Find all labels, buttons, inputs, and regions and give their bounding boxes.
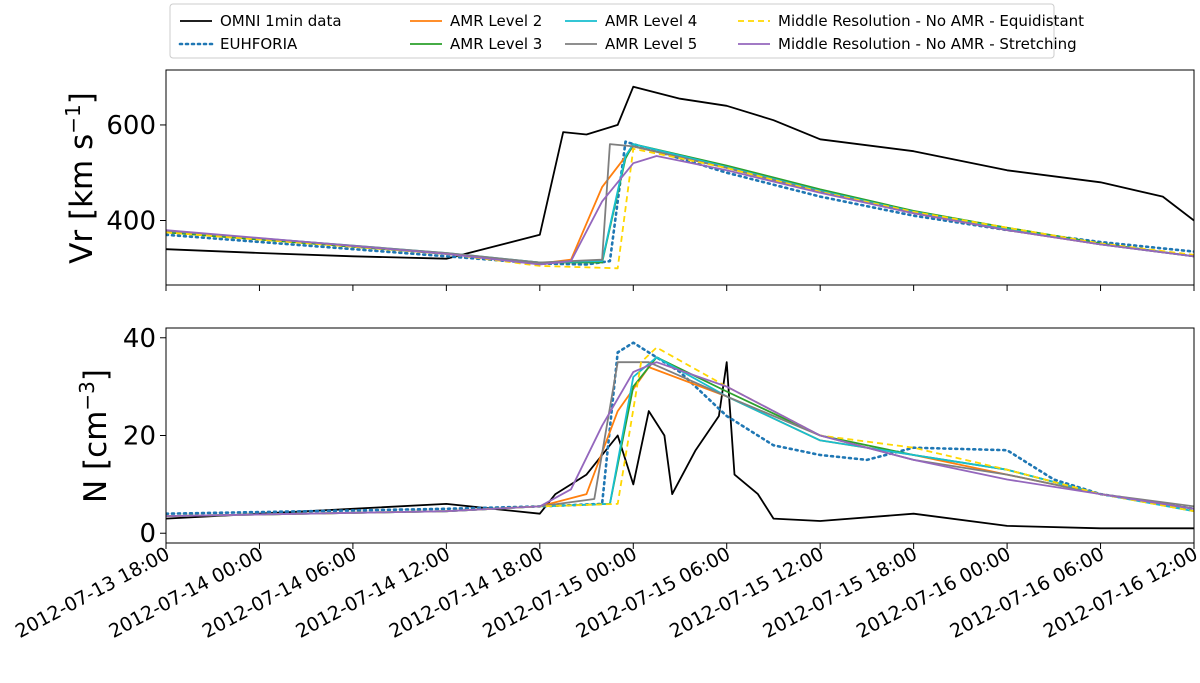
panel-vr-frame [165,69,1195,286]
n-ytick-label: 20 [123,422,156,452]
n-ytick-label: 0 [139,519,156,549]
n-ylabel-main: N [cm [78,411,114,503]
vr-series-middle-resolution-no-amr-equidistant [166,147,1194,270]
legend-label: Middle Resolution - No AMR - Stretching [778,35,1077,53]
n-series-amr-level-4 [166,356,1194,517]
x-tick-label: 2012-07-15 18:00 [759,543,921,643]
x-tick-label: 2012-07-14 12:00 [292,543,454,643]
legend-label: AMR Level 3 [450,35,542,53]
x-tick-label: 2012-07-16 12:00 [1040,543,1200,643]
n-ytick-label: 40 [123,324,156,354]
legend-item-middle-resolution-no-amr-equidistant: Middle Resolution - No AMR - Equidistant [738,12,1084,30]
x-tick-label: 2012-07-14 00:00 [105,543,267,643]
n-series-omni-1min-data [166,361,1194,530]
vr-series-middle-resolution-no-amr-stretching [166,155,1194,266]
legend-item-amr-level-4: AMR Level 4 [565,12,697,30]
legend-label: AMR Level 2 [450,12,542,30]
x-tick-label: 2012-07-15 06:00 [573,543,735,643]
x-tick-label: 2012-07-13 18:00 [12,543,174,643]
n-series-amr-level-5 [166,361,1194,517]
legend-label: AMR Level 5 [605,35,697,53]
x-tick-label: 2012-07-15 00:00 [479,543,641,643]
n-ylabel-end: ] [78,369,114,381]
n-series-amr-level-2 [166,366,1194,517]
vr-ylabel-end: ] [64,92,100,104]
legend-label: AMR Level 4 [605,12,697,30]
vr-ylabel-main: Vr [km s [64,134,100,264]
legend-item-euhforia: EUHFORIA [178,35,298,53]
legend-item-amr-level-5: AMR Level 5 [565,35,697,53]
vr-ytick-label: 600 [106,111,156,141]
legend: OMNI 1min data EUHFORIA AMR Level 2 AMR Lev… [169,3,1084,59]
legend-label: Middle Resolution - No AMR - Equidistant [778,12,1084,30]
vr-ylabel: Vr [km s−1] [61,92,100,264]
x-tick-label: 2012-07-15 12:00 [666,543,828,643]
legend-label: OMNI 1min data [220,12,342,30]
n-series-middle-resolution-no-amr-stretching [166,361,1194,517]
n-series-amr-level-3 [166,356,1194,517]
legend-item-amr-level-3: AMR Level 3 [410,35,542,53]
x-tick-label: 2012-07-14 18:00 [386,543,548,643]
n-ylabel: N [cm−3] [75,369,114,503]
vr-series-amr-level-2 [166,145,1194,265]
legend-item-amr-level-2: AMR Level 2 [410,12,542,30]
legend-frame [169,3,1055,59]
x-tick-label: 2012-07-14 06:00 [199,543,361,643]
vr-ytick-label: 400 [106,207,156,237]
vr-series-omni-1min-data [166,85,1194,260]
panel-n: 0 20 40 N [cm−3] [75,324,1195,549]
vr-ylabel-sup: −1 [61,104,85,133]
panel-vr: 400 600 Vr [km s−1] [61,69,1195,291]
x-tick-label: 2012-07-16 00:00 [853,543,1015,643]
n-ylabel-sup: −3 [75,381,99,410]
legend-item-omni-1min-data: OMNI 1min data [180,12,342,30]
legend-label: EUHFORIA [220,35,298,53]
x-tick-label: 2012-07-16 06:00 [946,543,1108,643]
legend-item-middle-resolution-no-amr-stretching: Middle Resolution - No AMR - Stretching [738,35,1077,53]
